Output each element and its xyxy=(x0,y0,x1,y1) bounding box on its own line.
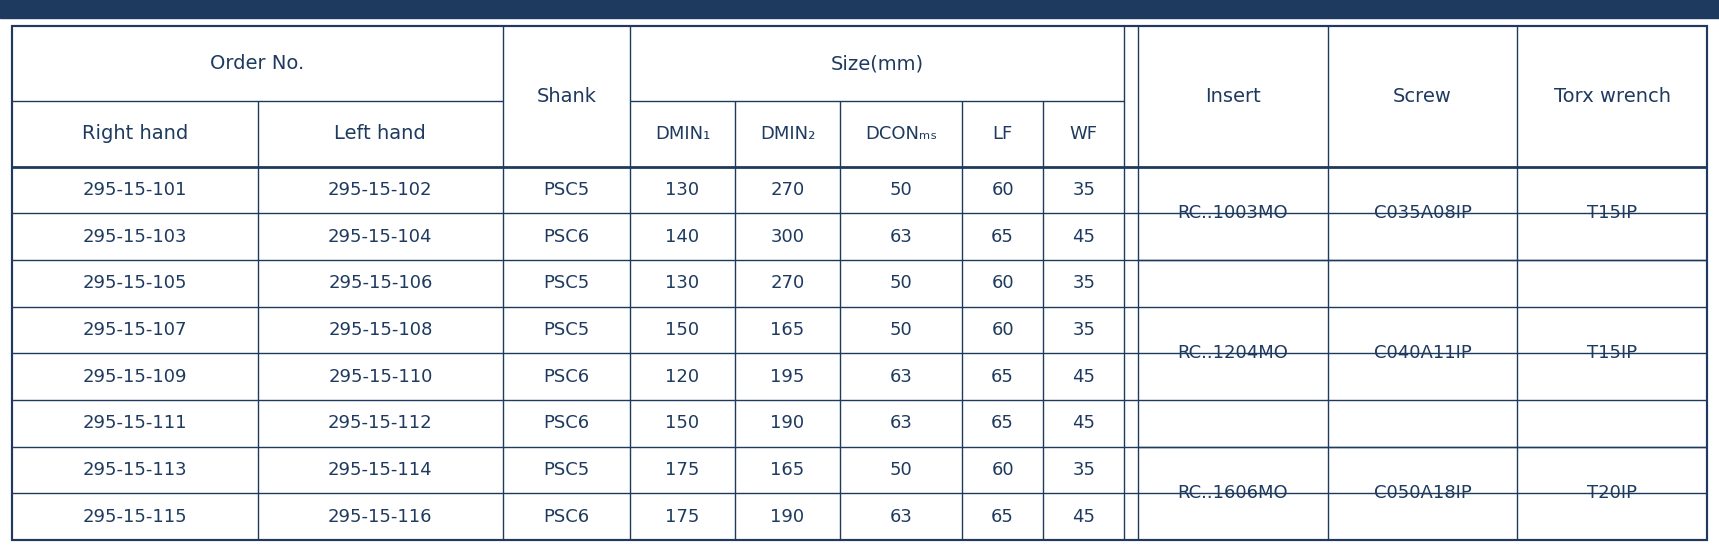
Text: 190: 190 xyxy=(770,414,804,432)
Text: Screw: Screw xyxy=(1392,87,1453,106)
Text: 50: 50 xyxy=(890,461,913,479)
Text: 65: 65 xyxy=(992,367,1014,386)
Text: T20IP: T20IP xyxy=(1587,485,1636,502)
Text: PSC6: PSC6 xyxy=(543,367,590,386)
Text: 175: 175 xyxy=(665,508,700,526)
Text: 35: 35 xyxy=(1073,274,1095,292)
Text: Torx wrench: Torx wrench xyxy=(1554,87,1671,106)
Text: Right hand: Right hand xyxy=(83,124,187,144)
Text: 295-15-108: 295-15-108 xyxy=(328,321,433,339)
Text: 295-15-103: 295-15-103 xyxy=(83,228,187,245)
Text: RC..1606MO: RC..1606MO xyxy=(1178,485,1288,502)
Text: PSC6: PSC6 xyxy=(543,508,590,526)
Text: 63: 63 xyxy=(889,228,913,245)
Text: DMIN₁: DMIN₁ xyxy=(655,125,710,143)
Text: C035A08IP: C035A08IP xyxy=(1373,204,1471,222)
Text: 45: 45 xyxy=(1073,414,1095,432)
Text: 295-15-105: 295-15-105 xyxy=(83,274,187,292)
Text: 190: 190 xyxy=(770,508,804,526)
Text: 165: 165 xyxy=(770,461,804,479)
Text: Size(mm): Size(mm) xyxy=(830,54,923,73)
Text: 63: 63 xyxy=(889,508,913,526)
Text: LF: LF xyxy=(992,125,1012,143)
Text: 270: 270 xyxy=(770,274,804,292)
Text: 295-15-113: 295-15-113 xyxy=(83,461,187,479)
Text: PSC6: PSC6 xyxy=(543,228,590,245)
Text: 295-15-115: 295-15-115 xyxy=(83,508,187,526)
Text: 270: 270 xyxy=(770,181,804,199)
Text: PSC6: PSC6 xyxy=(543,414,590,432)
Text: 45: 45 xyxy=(1073,367,1095,386)
Text: Left hand: Left hand xyxy=(335,124,426,144)
Text: 130: 130 xyxy=(665,274,700,292)
Text: 295-15-101: 295-15-101 xyxy=(83,181,187,199)
Text: 195: 195 xyxy=(770,367,804,386)
Bar xyxy=(0,0,1719,18)
Text: PSC5: PSC5 xyxy=(543,461,590,479)
Text: PSC5: PSC5 xyxy=(543,274,590,292)
Text: 120: 120 xyxy=(665,367,700,386)
Text: 300: 300 xyxy=(770,228,804,245)
Text: 295-15-114: 295-15-114 xyxy=(328,461,433,479)
Text: 60: 60 xyxy=(992,321,1014,339)
Text: 295-15-102: 295-15-102 xyxy=(328,181,433,199)
Text: RC..1204MO: RC..1204MO xyxy=(1178,344,1288,362)
Text: 50: 50 xyxy=(890,274,913,292)
Text: 130: 130 xyxy=(665,181,700,199)
Text: T15IP: T15IP xyxy=(1587,344,1636,362)
Text: 60: 60 xyxy=(992,461,1014,479)
Text: Insert: Insert xyxy=(1205,87,1260,106)
Text: DMIN₂: DMIN₂ xyxy=(760,125,815,143)
Text: Order No.: Order No. xyxy=(210,54,304,73)
Text: 65: 65 xyxy=(992,228,1014,245)
Text: 63: 63 xyxy=(889,367,913,386)
Text: 295-15-116: 295-15-116 xyxy=(328,508,433,526)
Text: 295-15-110: 295-15-110 xyxy=(328,367,433,386)
Text: 175: 175 xyxy=(665,461,700,479)
Text: 63: 63 xyxy=(889,414,913,432)
Text: C050A18IP: C050A18IP xyxy=(1373,485,1471,502)
Text: 65: 65 xyxy=(992,414,1014,432)
Text: 295-15-109: 295-15-109 xyxy=(83,367,187,386)
Text: RC..1003MO: RC..1003MO xyxy=(1178,204,1288,222)
Text: 50: 50 xyxy=(890,321,913,339)
Text: 295-15-104: 295-15-104 xyxy=(328,228,433,245)
Text: 35: 35 xyxy=(1073,321,1095,339)
Text: T15IP: T15IP xyxy=(1587,204,1636,222)
Text: 35: 35 xyxy=(1073,181,1095,199)
Text: Shank: Shank xyxy=(536,87,596,106)
Text: 140: 140 xyxy=(665,228,700,245)
Text: C040A11IP: C040A11IP xyxy=(1373,344,1471,362)
Text: PSC5: PSC5 xyxy=(543,321,590,339)
Text: 295-15-107: 295-15-107 xyxy=(83,321,187,339)
Text: 35: 35 xyxy=(1073,461,1095,479)
Text: DCONₘₛ: DCONₘₛ xyxy=(865,125,937,143)
Text: 150: 150 xyxy=(665,321,700,339)
Text: 60: 60 xyxy=(992,181,1014,199)
Text: 295-15-112: 295-15-112 xyxy=(328,414,433,432)
Text: 45: 45 xyxy=(1073,508,1095,526)
Text: 295-15-111: 295-15-111 xyxy=(83,414,187,432)
Text: 65: 65 xyxy=(992,508,1014,526)
Text: WF: WF xyxy=(1069,125,1098,143)
Text: 50: 50 xyxy=(890,181,913,199)
Text: PSC5: PSC5 xyxy=(543,181,590,199)
Text: 45: 45 xyxy=(1073,228,1095,245)
Text: 165: 165 xyxy=(770,321,804,339)
Text: 150: 150 xyxy=(665,414,700,432)
Text: 60: 60 xyxy=(992,274,1014,292)
Text: 295-15-106: 295-15-106 xyxy=(328,274,433,292)
